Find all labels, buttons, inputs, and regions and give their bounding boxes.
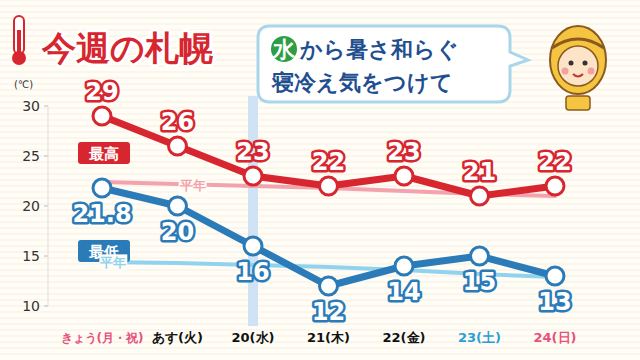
data-label: 29 bbox=[85, 78, 118, 106]
background-stripe bbox=[0, 234, 640, 235]
y-tick-label: 15 bbox=[22, 248, 40, 264]
chart: 今週の札幌水から暑さ和らぐ寝冷え気をつけて(℃)1015202530きょう(月・… bbox=[0, 0, 640, 360]
annotation-badge-char: 水 bbox=[272, 37, 296, 62]
background-stripe bbox=[0, 126, 640, 127]
title: 今週の札幌 bbox=[41, 28, 213, 68]
data-label: 21.8 bbox=[72, 200, 131, 228]
background-stripe bbox=[0, 24, 640, 25]
background bbox=[0, 0, 640, 360]
point bbox=[320, 277, 338, 295]
y-tick bbox=[44, 256, 48, 257]
data-label: 26 bbox=[161, 108, 194, 136]
point bbox=[93, 179, 111, 197]
background-stripe bbox=[0, 12, 640, 13]
mascot-hood bbox=[550, 26, 606, 94]
background-stripe bbox=[0, 264, 640, 265]
highlight-band bbox=[248, 96, 258, 326]
point bbox=[395, 167, 413, 185]
thermometer-bulb bbox=[12, 51, 26, 65]
point bbox=[471, 187, 489, 205]
data-label: 23 bbox=[387, 138, 420, 166]
bubble-shape bbox=[258, 26, 528, 102]
y-axis-label: (℃) bbox=[14, 79, 33, 90]
data-label: 20 bbox=[161, 218, 194, 246]
mascot-body bbox=[566, 96, 590, 110]
mascot-eye bbox=[583, 61, 588, 66]
x-tick-label: 21(木) bbox=[307, 330, 350, 345]
y-axis-line bbox=[48, 106, 49, 306]
mascot-eye bbox=[569, 61, 574, 66]
background-stripe bbox=[0, 18, 640, 19]
series-name: 平年 bbox=[99, 255, 126, 270]
mascot bbox=[550, 26, 606, 110]
x-tick-label: 23(土) bbox=[458, 330, 501, 345]
point bbox=[320, 177, 338, 195]
annotation-rest: から暑さ和らぐ bbox=[299, 37, 459, 62]
background-stripe bbox=[0, 6, 640, 7]
plot-area bbox=[93, 107, 564, 295]
point bbox=[244, 167, 262, 185]
point bbox=[546, 177, 564, 195]
data-label: 12 bbox=[312, 298, 345, 326]
series-name-bg bbox=[99, 254, 127, 270]
series-name-box bbox=[78, 142, 130, 164]
background-stripe bbox=[0, 132, 640, 133]
background-stripe bbox=[0, 138, 640, 139]
thermometer-icon bbox=[12, 16, 26, 65]
data-label: 22 bbox=[538, 148, 571, 176]
background-stripe bbox=[0, 348, 640, 349]
x-tick-label: 24(日) bbox=[534, 330, 577, 345]
series-name-bg bbox=[179, 177, 207, 193]
background-stripe bbox=[0, 0, 640, 1]
point bbox=[471, 247, 489, 265]
mascot-cheek bbox=[588, 68, 595, 75]
y-tick-label: 20 bbox=[22, 198, 40, 214]
annotation: 水から暑さ和らぐ bbox=[272, 37, 459, 62]
y-tick-label: 25 bbox=[22, 148, 40, 164]
point bbox=[546, 267, 564, 285]
y-tick-label: 30 bbox=[22, 98, 40, 114]
data-label: 21 bbox=[463, 158, 496, 186]
x-tick-label: あす(火) bbox=[152, 330, 203, 345]
labels: 29262322232122最高21.8201612141513最低平年平年 bbox=[72, 78, 571, 326]
point bbox=[169, 197, 187, 215]
y-tick bbox=[44, 306, 48, 307]
mascot-mouth bbox=[573, 74, 583, 77]
y-tick bbox=[44, 106, 48, 107]
data-label: 23 bbox=[236, 138, 269, 166]
bubble-badge bbox=[271, 36, 297, 62]
speech-bubble: 水から暑さ和らぐ寝冷え気をつけて bbox=[258, 26, 528, 102]
background-stripe bbox=[0, 354, 640, 355]
point bbox=[93, 107, 111, 125]
series-name: 最高 bbox=[88, 145, 119, 163]
mascot-cheek bbox=[562, 68, 569, 75]
x-tick-label: きょう(月・祝) bbox=[61, 331, 144, 345]
data-label: 14 bbox=[387, 278, 420, 306]
data-label: 22 bbox=[312, 148, 345, 176]
mascot-face bbox=[558, 46, 598, 86]
y-tick bbox=[44, 206, 48, 207]
data-label: 15 bbox=[463, 268, 496, 296]
series-name: 平年 bbox=[179, 178, 206, 193]
x-tick-label: 20(水) bbox=[232, 330, 275, 345]
point bbox=[395, 257, 413, 275]
x-tick-label: 22(金) bbox=[383, 330, 426, 345]
y-tick bbox=[44, 156, 48, 157]
point bbox=[244, 237, 262, 255]
y-tick-label: 10 bbox=[22, 298, 40, 314]
annotation: 寝冷え気をつけて bbox=[271, 70, 453, 95]
data-label: 16 bbox=[236, 258, 269, 286]
data-label: 13 bbox=[538, 288, 571, 316]
point bbox=[169, 137, 187, 155]
